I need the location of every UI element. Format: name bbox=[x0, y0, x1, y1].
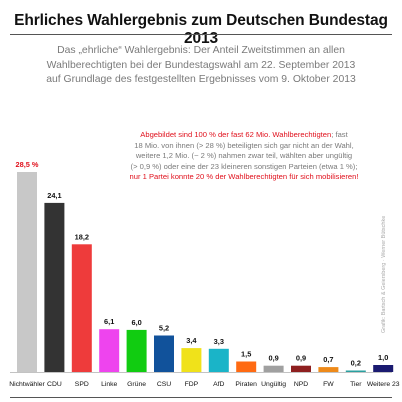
bar-value-label: 28,5 % bbox=[15, 160, 38, 169]
bar-value-label: 0,7 bbox=[323, 355, 333, 364]
bar-value-label: 0,2 bbox=[351, 359, 361, 368]
note-line: (> 0,9 %) oder eine der 23 kleineren son… bbox=[130, 161, 358, 171]
bar-linke bbox=[99, 329, 120, 372]
note-line: weitere 1,2 Mio. (~ 2 %) nahmen zwar tei… bbox=[135, 151, 353, 161]
bar-value-label: 3,3 bbox=[214, 337, 224, 346]
bar-spd bbox=[71, 244, 92, 372]
category-label: Ungültig bbox=[261, 381, 286, 388]
category-label: NPD bbox=[294, 381, 308, 388]
note-text: ; fast bbox=[331, 130, 348, 139]
category-label: SPD bbox=[75, 381, 89, 388]
bar-piraten bbox=[236, 361, 257, 372]
bar-value-label: 6,1 bbox=[104, 317, 114, 326]
category-label: AfD bbox=[213, 381, 224, 388]
category-label: Weitere 23 bbox=[367, 381, 400, 388]
chart-subtitle: Das „ehrliche“ Wahlergebnis: Der Anteil … bbox=[30, 44, 372, 88]
bar-csu bbox=[154, 335, 174, 372]
bar-cdu bbox=[44, 202, 65, 372]
note-line-highlight: nur 1 Partei konnte 20 % der Wahlberecht… bbox=[129, 172, 359, 182]
category-label: Piraten bbox=[235, 381, 257, 388]
bar-ungültig bbox=[263, 365, 284, 372]
bar-value-label: 0,9 bbox=[268, 354, 278, 363]
bar-nichtwähler bbox=[17, 172, 37, 372]
category-label: FDP bbox=[185, 381, 199, 388]
bar-value-label: 1,0 bbox=[378, 353, 388, 362]
category-label: Nichtwähler bbox=[9, 381, 45, 388]
category-label: CSU bbox=[157, 381, 171, 388]
note-line: Abgebildet sind 100 % der fast 62 Mio. W… bbox=[86, 130, 402, 141]
subtitle-line: auf Grundlage des festgestellten Ergebni… bbox=[46, 74, 356, 86]
bar-fw bbox=[318, 367, 339, 372]
bar-afd bbox=[208, 348, 229, 372]
bar-value-label: 18,2 bbox=[75, 232, 89, 241]
bar-grüne bbox=[126, 329, 147, 372]
title-rule bbox=[10, 34, 392, 35]
bar-tier bbox=[345, 370, 366, 372]
chart-note: Abgebildet sind 100 % der fast 62 Mio. W… bbox=[86, 130, 402, 183]
bar-npd bbox=[291, 365, 311, 372]
bottom-rule bbox=[10, 397, 392, 398]
note-line: 18 Mio. von ihnen (> 28 %) beteiligten s… bbox=[134, 140, 354, 150]
bar-weitere-23 bbox=[373, 365, 394, 372]
category-label: Tier bbox=[350, 381, 362, 388]
category-label: FW bbox=[323, 381, 334, 388]
category-label: CDU bbox=[47, 381, 62, 388]
subtitle-line: Das „ehrliche“ Wahlergebnis: Der Anteil … bbox=[57, 45, 345, 56]
bar-value-label: 24,1 bbox=[47, 191, 61, 200]
bar-value-label: 0,9 bbox=[296, 354, 306, 363]
note-highlight: Abgebildet sind 100 % der fast 62 Mio. W… bbox=[140, 130, 332, 139]
category-label: Grüne bbox=[127, 381, 146, 388]
bar-value-label: 6,0 bbox=[131, 318, 141, 327]
category-label: Linke bbox=[101, 381, 117, 388]
bar-value-label: 1,5 bbox=[241, 350, 251, 359]
bar-fdp bbox=[181, 348, 202, 372]
bar-value-label: 3,4 bbox=[186, 336, 197, 345]
bar-value-label: 5,2 bbox=[159, 324, 169, 333]
subtitle-line: Wahlberechtigten bei der Bundestagswahl … bbox=[46, 59, 356, 71]
